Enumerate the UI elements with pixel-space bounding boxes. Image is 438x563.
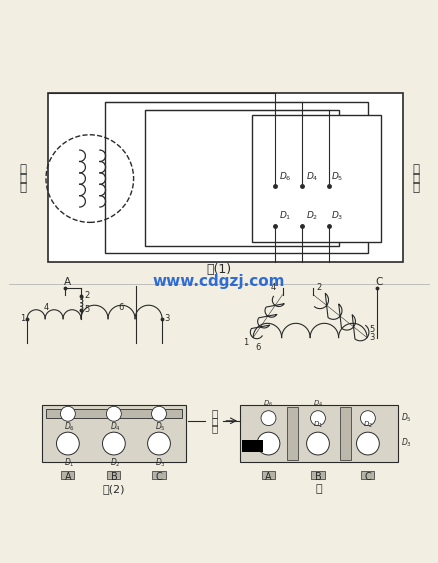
Text: $D_3$: $D_3$ (155, 457, 166, 469)
Text: 1: 1 (20, 314, 25, 323)
Text: $D_2$: $D_2$ (363, 420, 373, 431)
Text: 板: 板 (212, 424, 218, 434)
Circle shape (311, 411, 325, 426)
Text: $D_4$: $D_4$ (306, 170, 318, 182)
Text: 线: 线 (212, 416, 218, 426)
Text: C: C (364, 472, 371, 481)
Text: www.cdgzj.com: www.cdgzj.com (153, 274, 285, 289)
Text: $D_6$: $D_6$ (279, 170, 291, 182)
Text: 6: 6 (255, 343, 261, 352)
Text: C: C (155, 472, 162, 481)
Bar (340, 407, 350, 460)
Text: 5: 5 (369, 325, 374, 334)
Bar (105, 102, 368, 253)
Text: $D_2$: $D_2$ (110, 457, 120, 469)
Text: 接: 接 (212, 408, 218, 418)
Bar (240, 405, 398, 462)
Bar (152, 471, 166, 480)
Circle shape (106, 406, 121, 421)
Text: 图: 图 (315, 484, 322, 494)
Circle shape (60, 406, 75, 421)
Text: 3: 3 (369, 333, 374, 342)
Text: 接: 接 (413, 163, 420, 176)
Circle shape (261, 411, 276, 426)
Text: $D_5$: $D_5$ (331, 170, 343, 182)
Circle shape (360, 411, 375, 426)
Bar (48, 93, 403, 262)
Bar (311, 471, 325, 480)
Bar (145, 110, 339, 245)
Bar (361, 471, 374, 480)
Text: $D_4$: $D_4$ (313, 399, 323, 409)
Text: 4: 4 (43, 303, 49, 312)
Text: 6: 6 (119, 303, 124, 312)
Text: $D_1$: $D_1$ (279, 210, 291, 222)
Bar (42, 405, 186, 462)
Text: C: C (376, 277, 383, 287)
Text: 电: 电 (19, 163, 26, 176)
Text: A: A (64, 472, 71, 481)
Text: $D_3$: $D_3$ (401, 436, 412, 449)
Text: 图(1): 图(1) (206, 263, 232, 276)
Bar (287, 407, 298, 460)
Text: 5: 5 (85, 306, 90, 315)
Text: 机: 机 (19, 181, 26, 194)
Text: $D_4$: $D_4$ (110, 421, 120, 433)
Bar (252, 115, 381, 242)
Circle shape (257, 432, 280, 455)
Text: B: B (314, 472, 321, 481)
Bar (46, 409, 182, 418)
Text: $D_5$: $D_5$ (401, 411, 412, 423)
Text: $D_1$: $D_1$ (313, 420, 323, 431)
Text: $D_3$: $D_3$ (331, 210, 343, 222)
Text: 图(2): 图(2) (102, 484, 125, 494)
Text: 线: 线 (413, 172, 420, 185)
Circle shape (57, 432, 79, 455)
Bar (242, 440, 263, 452)
Text: A: A (64, 277, 71, 287)
Circle shape (152, 406, 166, 421)
Text: $D_6$: $D_6$ (64, 421, 74, 433)
Text: 2: 2 (317, 283, 322, 292)
Text: $D_1$: $D_1$ (64, 457, 74, 469)
Text: $D_6$: $D_6$ (263, 399, 274, 409)
Circle shape (102, 432, 125, 455)
Text: 1: 1 (244, 338, 249, 347)
Text: 2: 2 (85, 291, 90, 300)
Bar (107, 471, 120, 480)
Text: $D_5$: $D_5$ (155, 421, 166, 433)
Text: A: A (265, 472, 272, 481)
Text: 板: 板 (413, 181, 420, 194)
Circle shape (307, 432, 329, 455)
Text: B: B (110, 472, 117, 481)
Circle shape (148, 432, 170, 455)
Bar (262, 471, 275, 480)
Text: 4: 4 (271, 283, 276, 292)
Bar (61, 471, 74, 480)
Circle shape (357, 432, 379, 455)
Text: 动: 动 (19, 172, 26, 185)
Text: $D_2$: $D_2$ (306, 210, 318, 222)
Text: 3: 3 (164, 314, 170, 323)
